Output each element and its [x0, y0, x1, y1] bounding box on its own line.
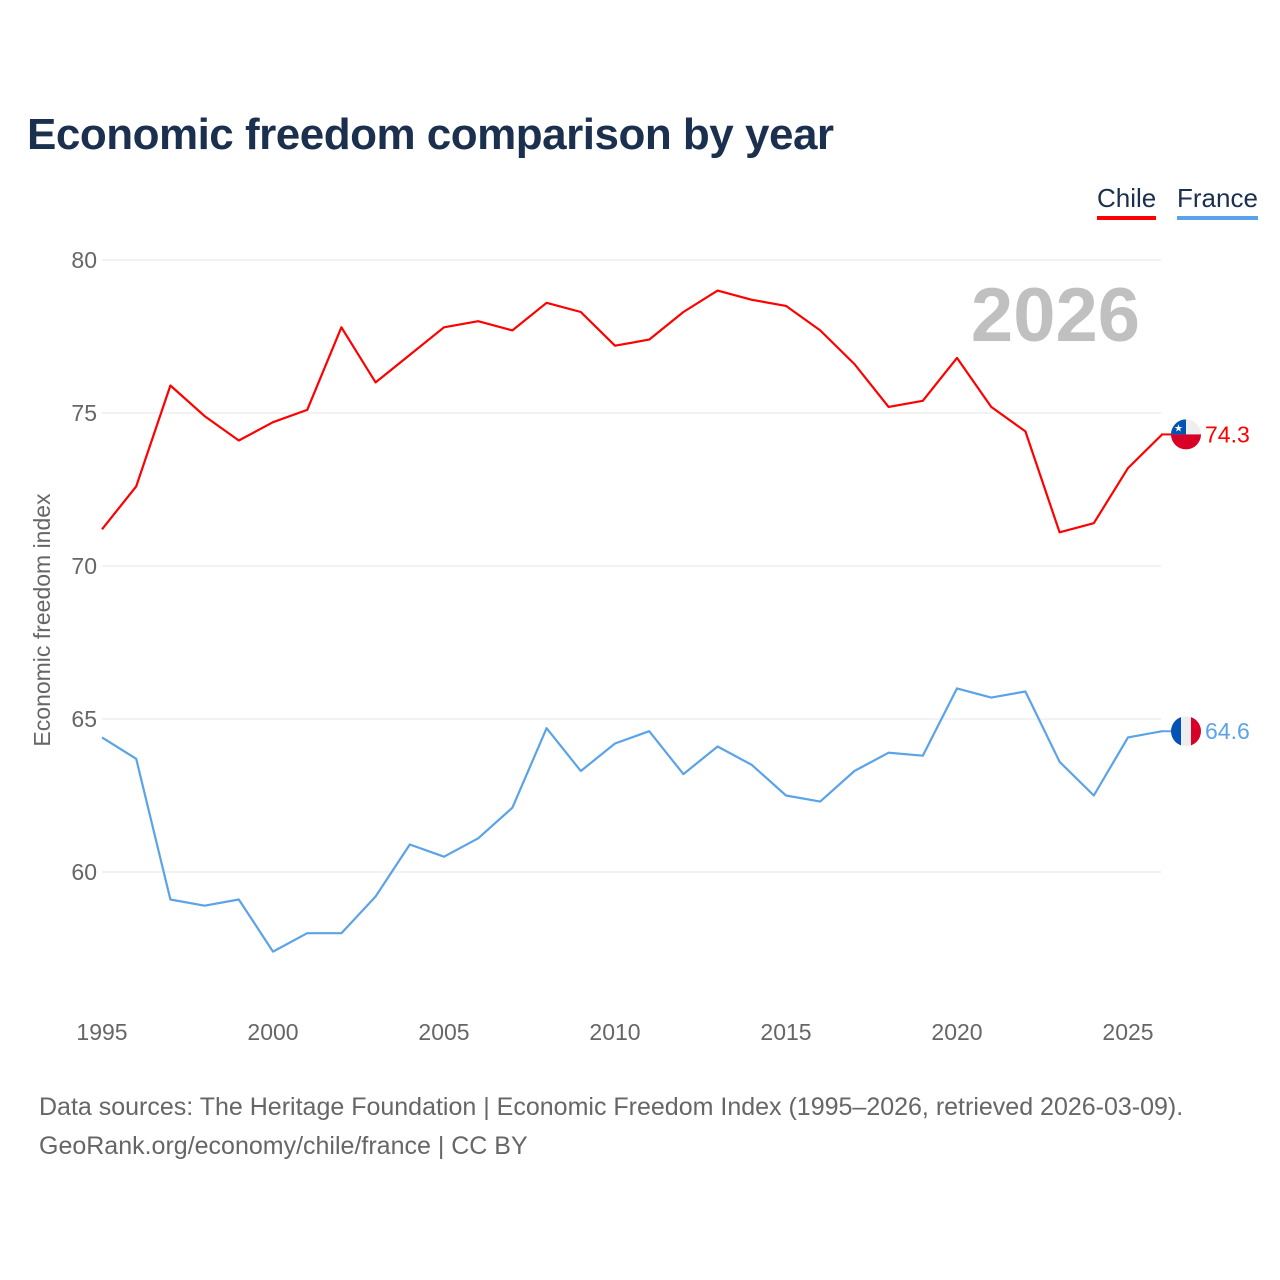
line-chart: 60 65 70 75 80 1995 2000 2005 2010 2015 2020 2025 Ec… — [29, 247, 1250, 1045]
x-tick-label: 2020 — [931, 1019, 982, 1045]
x-tick-label: 2025 — [1102, 1019, 1153, 1045]
x-tick-label: 2015 — [760, 1019, 811, 1045]
y-axis-label: Economic freedom index — [29, 493, 55, 747]
series-line-chile — [101, 289, 1163, 534]
x-tick-label: 2005 — [418, 1019, 469, 1045]
y-tick-label: 65 — [71, 706, 97, 732]
series-line-france — [101, 687, 1163, 953]
flag-chile-icon: ★ — [1171, 419, 1201, 450]
x-tick-label: 1995 — [76, 1019, 127, 1045]
source-link[interactable]: GeoRank.org/economy/chile/france | CC BY — [39, 1132, 528, 1160]
chart-title: Economic freedom comparison by year — [27, 110, 834, 159]
data-source: Data sources: The Heritage Foundation | … — [39, 1093, 1184, 1121]
end-value-label: 74.3 — [1205, 421, 1250, 447]
footer: Data sources: The Heritage Foundation | … — [39, 1088, 1183, 1166]
x-tick-label: 2010 — [589, 1019, 640, 1045]
x-tick-label: 2000 — [247, 1019, 298, 1045]
y-tick-label: 80 — [71, 247, 97, 273]
y-tick-label: 60 — [71, 859, 97, 885]
legend-france[interactable]: France — [1177, 183, 1258, 220]
flag-france-icon — [1171, 716, 1201, 747]
y-tick-label: 70 — [71, 553, 97, 579]
y-tick-label: 75 — [71, 400, 97, 426]
end-value-label: 64.6 — [1205, 718, 1250, 744]
year-watermark: 2026 — [971, 273, 1140, 358]
svg-text:★: ★ — [1174, 423, 1183, 434]
legend-chile[interactable]: Chile — [1097, 183, 1157, 220]
